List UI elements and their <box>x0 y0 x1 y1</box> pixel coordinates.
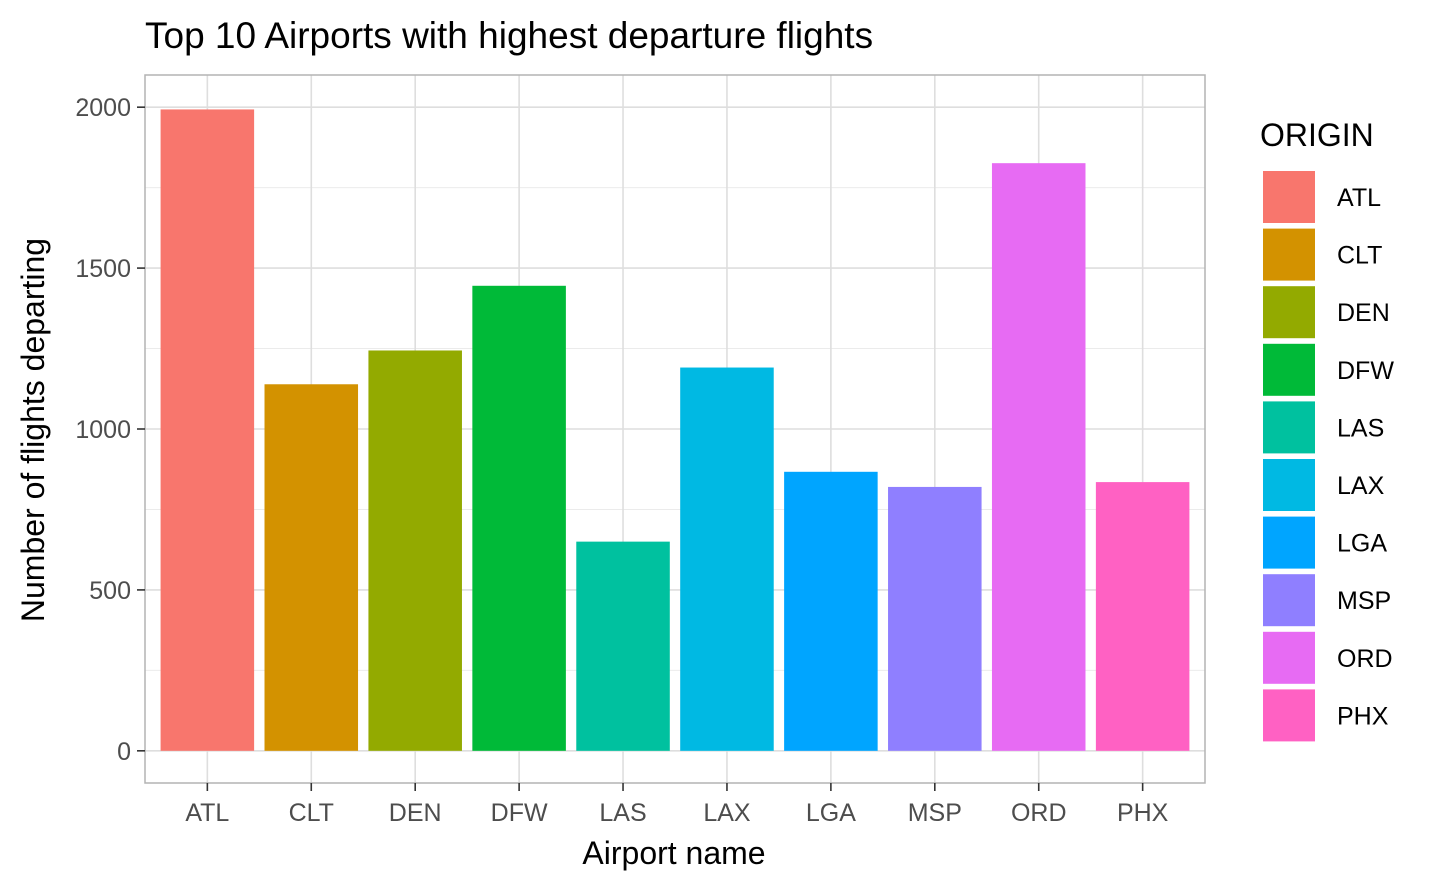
bar-msp <box>888 486 982 751</box>
legend-key-dfw <box>1263 343 1315 396</box>
y-tick-label: 1000 <box>75 416 131 444</box>
bar-lga <box>784 471 878 751</box>
x-tick-label: DFW <box>491 799 548 827</box>
legend-label: ORD <box>1337 645 1393 673</box>
bars <box>160 109 1190 751</box>
y-tick-label: 1500 <box>75 255 131 283</box>
y-tick-label: 0 <box>117 738 131 766</box>
legend-label: LGA <box>1337 530 1387 558</box>
x-tick-label: MSP <box>908 799 962 827</box>
x-tick-label: PHX <box>1117 799 1169 827</box>
bar-ord <box>991 163 1086 751</box>
legend-label: DEN <box>1337 299 1390 327</box>
y-axis-title: Number of flights departing <box>15 238 51 622</box>
legend-key-phx <box>1263 689 1315 742</box>
x-tick-label: CLT <box>289 799 334 827</box>
legend-label: DFW <box>1337 357 1394 385</box>
x-tick-label: DEN <box>389 799 442 827</box>
bar-phx <box>1095 482 1190 751</box>
bar-clt <box>264 384 359 751</box>
legend-label: LAX <box>1337 472 1385 500</box>
legend-key-atl <box>1263 171 1315 223</box>
axes: 0 500 1000 1500 2000 ATL CLT DEN DFW LAS LAX LGA MSP… <box>75 94 1168 827</box>
bar-den <box>368 350 462 751</box>
legend-key-den <box>1263 286 1315 339</box>
x-tick-label: ORD <box>1011 799 1067 827</box>
legend-title: ORIGIN <box>1260 117 1374 153</box>
bar-atl <box>160 109 255 751</box>
legend-key-msp <box>1263 574 1315 627</box>
legend-label: MSP <box>1337 587 1391 615</box>
legend-key-las <box>1263 401 1315 454</box>
bar-dfw <box>472 285 566 751</box>
legend-label: ATL <box>1337 184 1381 212</box>
x-tick-label: ATL <box>185 799 229 827</box>
legend-label: CLT <box>1337 242 1382 270</box>
bar-lax <box>680 367 774 751</box>
legend-key-lax <box>1263 459 1315 511</box>
chart-title: Top 10 Airports with highest departure f… <box>145 15 873 56</box>
x-axis-title: Airport name <box>582 835 765 871</box>
x-tick-label: LAS <box>599 799 646 827</box>
x-tick-label: LGA <box>806 799 856 827</box>
legend-label: PHX <box>1337 702 1389 730</box>
legend-key-clt <box>1263 228 1315 281</box>
bar-las <box>576 541 670 751</box>
x-tick-label: LAX <box>703 799 751 827</box>
y-tick-label: 500 <box>89 577 131 605</box>
legend-label: LAS <box>1337 414 1384 442</box>
legend-key-lga <box>1263 516 1315 569</box>
y-tick-label: 2000 <box>75 94 131 122</box>
legend: ORIGIN ATL CLT DEN DFW LAS LAX LGA MSP ORD PHX <box>1260 117 1394 742</box>
legend-key-ord <box>1263 631 1315 684</box>
